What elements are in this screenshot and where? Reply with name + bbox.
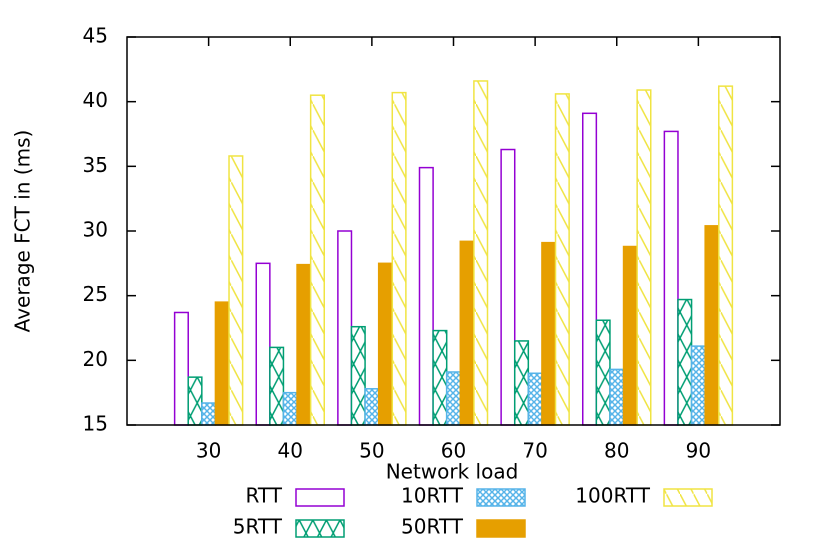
bar	[391, 91, 407, 426]
x-tick-label: 90	[686, 439, 711, 463]
legend-swatch	[476, 488, 526, 507]
legend-label: 100RTT	[575, 484, 650, 508]
y-tick-label: 30	[83, 218, 108, 242]
legend-label: 10RTT	[401, 484, 464, 508]
bar	[255, 262, 271, 426]
bar	[214, 301, 230, 426]
bar	[513, 340, 530, 426]
bar	[636, 89, 652, 426]
bar	[282, 391, 298, 426]
x-tick-label: 30	[196, 439, 221, 463]
legend-swatch	[295, 488, 345, 507]
bar	[201, 402, 217, 426]
bar	[663, 130, 679, 426]
bar	[309, 94, 325, 426]
y-tick-label: 45	[83, 24, 108, 48]
y-tick-label: 15	[83, 412, 108, 436]
y-tick-label: 20	[83, 347, 108, 371]
x-tick-label: 70	[522, 439, 547, 463]
bar	[228, 155, 244, 426]
x-tick-label: 50	[359, 439, 384, 463]
bar	[582, 112, 598, 426]
legend-label: 50RTT	[401, 515, 464, 539]
bar	[418, 166, 434, 426]
y-tick-label: 40	[83, 88, 108, 112]
bar	[541, 241, 557, 426]
bar	[459, 240, 475, 426]
legend-swatch	[476, 519, 526, 538]
legend-swatch	[295, 519, 345, 538]
bar	[432, 329, 448, 426]
bar	[445, 371, 462, 426]
x-tick-label: 40	[278, 439, 303, 463]
bar	[187, 376, 203, 426]
bar	[609, 368, 625, 426]
bar	[173, 311, 189, 426]
x-axis-label: Network load	[386, 460, 519, 484]
bar	[622, 245, 638, 426]
bar	[364, 388, 380, 426]
bar	[473, 80, 489, 426]
bar	[690, 345, 706, 426]
bar	[704, 225, 720, 426]
bar	[337, 230, 353, 426]
bar	[527, 372, 543, 426]
y-tick-label: 35	[83, 153, 108, 177]
plot-frame	[126, 36, 781, 426]
y-tick-label: 25	[83, 282, 108, 306]
x-tick-label: 60	[441, 439, 466, 463]
bar	[269, 346, 285, 426]
legend-label: 5RTT	[233, 515, 283, 539]
bar	[377, 262, 394, 426]
bar	[350, 325, 366, 426]
legend-swatch	[663, 488, 713, 507]
bar	[296, 263, 312, 426]
bar	[718, 85, 734, 426]
x-tick-label: 80	[604, 439, 629, 463]
legend-label: RTT	[245, 484, 282, 508]
bar	[554, 93, 570, 426]
y-axis-label: Average FCT in (ms)	[11, 130, 35, 333]
bar	[595, 319, 611, 426]
bar	[677, 298, 693, 426]
bar	[500, 148, 516, 426]
